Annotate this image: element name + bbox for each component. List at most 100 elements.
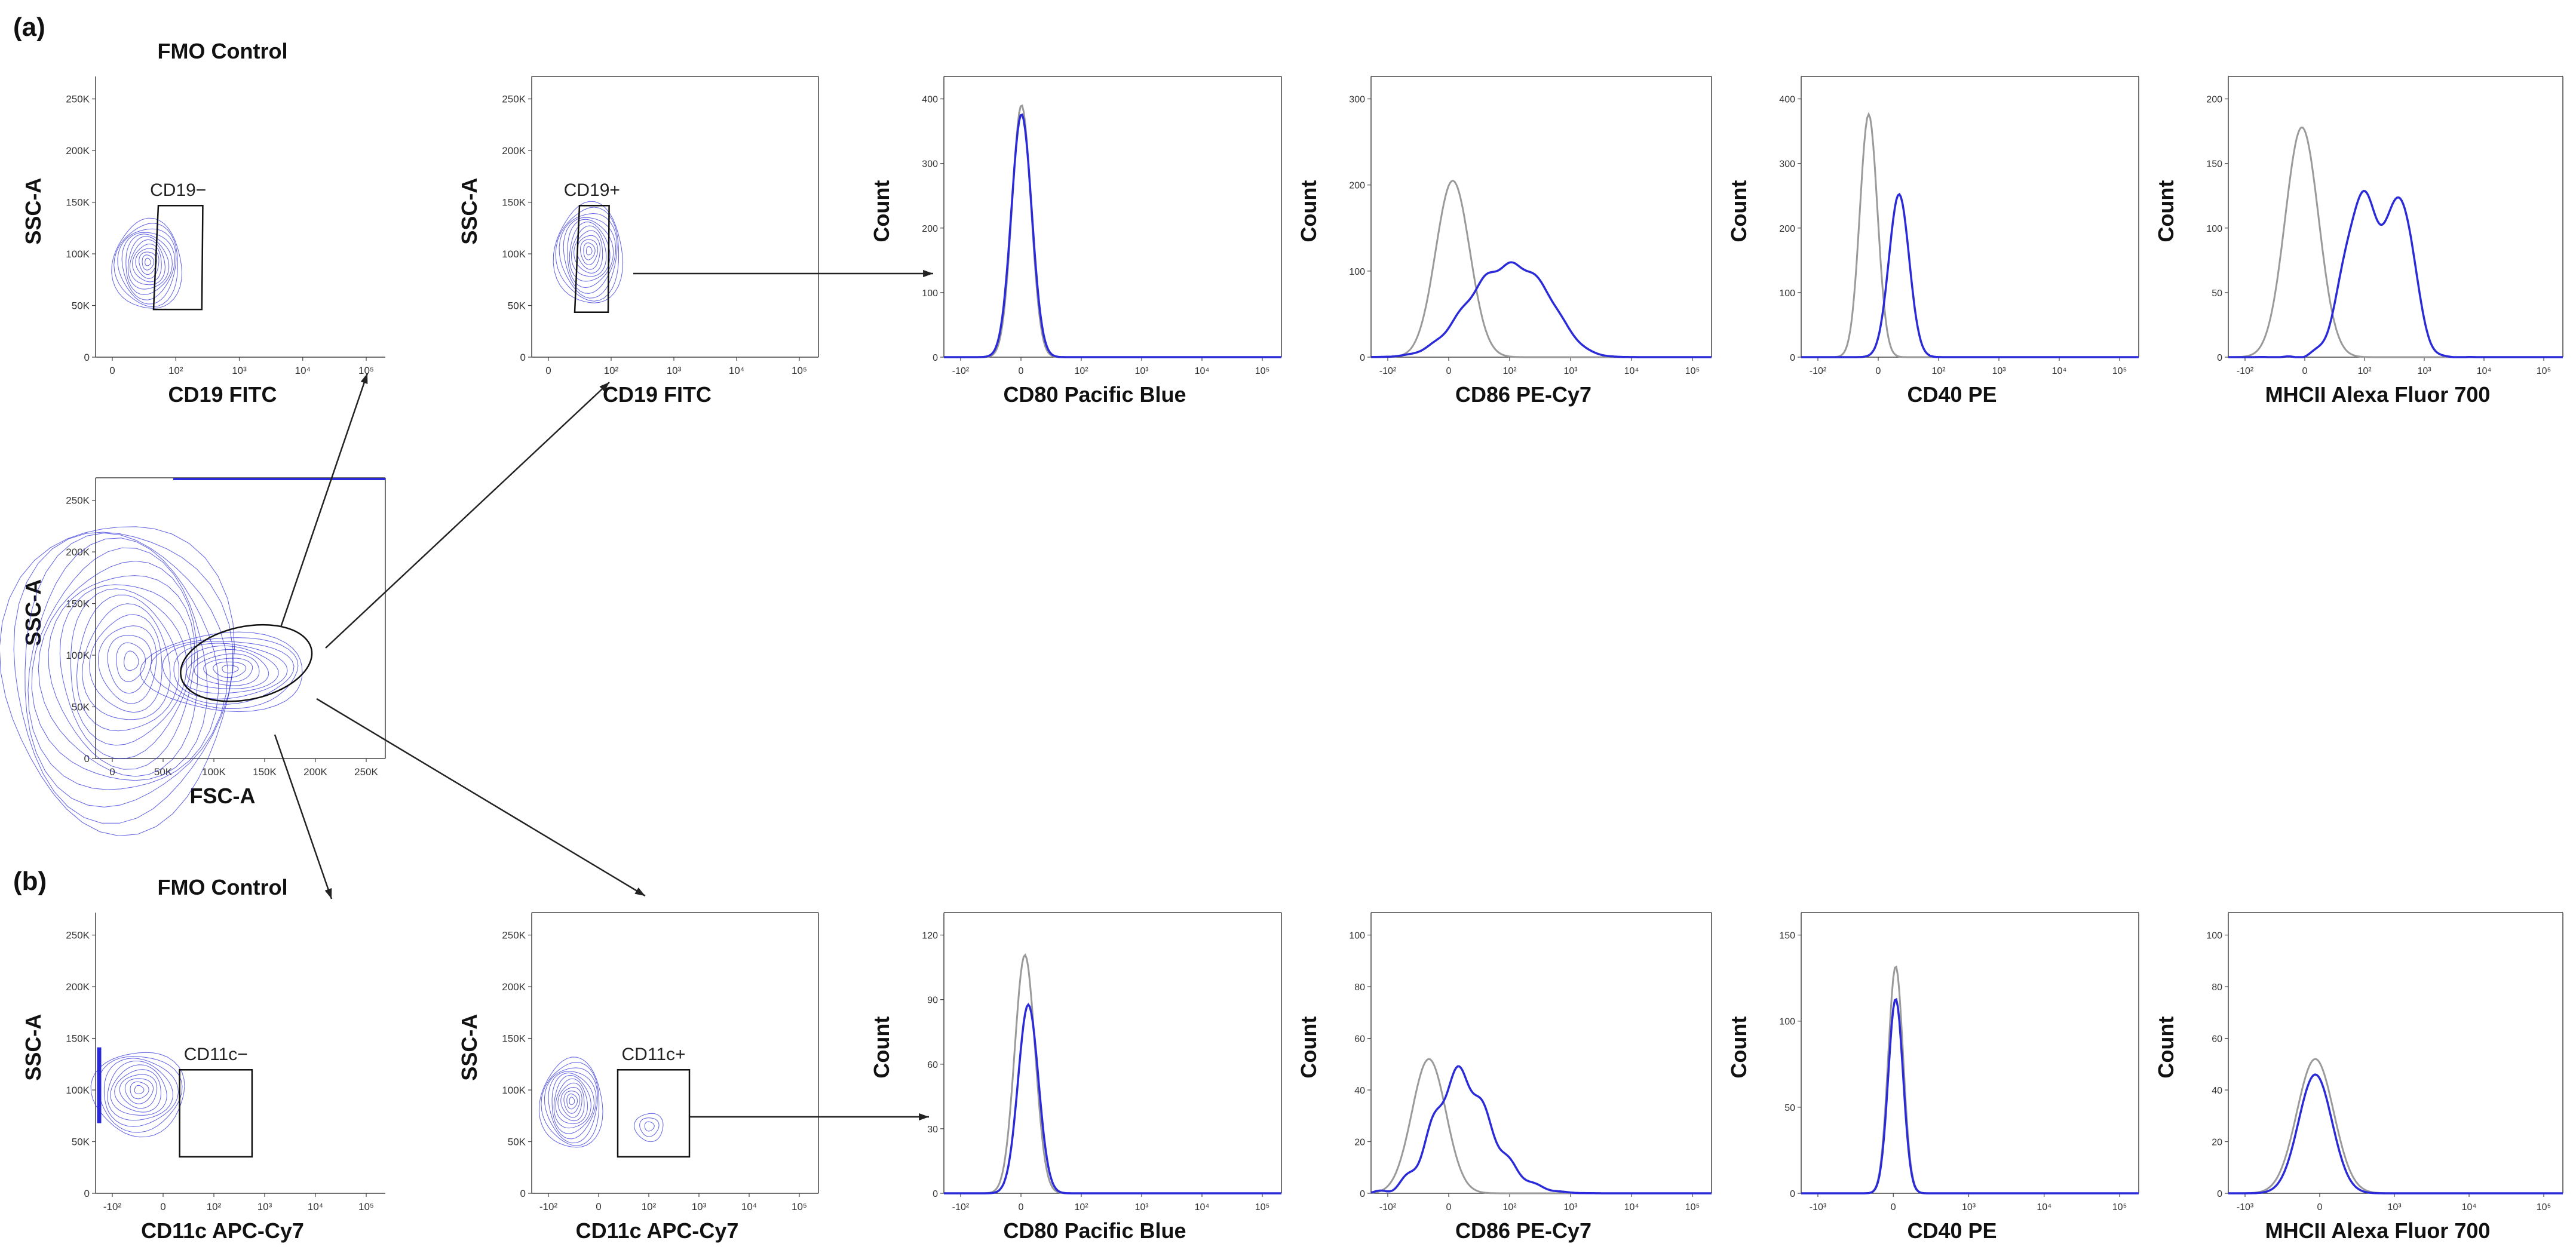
b-cd80-ytick-label: 60	[927, 1060, 938, 1070]
b-fmo-contour-line	[107, 1061, 173, 1121]
fsc-ssc-contour-line	[213, 661, 247, 678]
b-cd80-xtick-label: 10²	[1074, 1202, 1088, 1212]
arrow-gate-to-b-cd11c	[316, 698, 646, 897]
a-mhcii-ytick-label: 200	[2206, 95, 2222, 105]
b-cd11c-xtick-label: 0	[596, 1201, 601, 1212]
arrow-cd19-to-histograms	[633, 269, 933, 278]
b-cd40-xtick-label: -10³	[1810, 1202, 1827, 1212]
b-mhcii-ytick-label: 40	[2212, 1086, 2222, 1096]
a-fmo-contour-line	[139, 251, 157, 275]
a-cd86-x-label: CD86 PE-Cy7	[1455, 382, 1591, 407]
a-cd40-ytick-label: 400	[1779, 95, 1795, 105]
a-cd40-ytick-label: 100	[1779, 288, 1795, 299]
b-mhcii-y-label: Count	[2154, 1017, 2178, 1079]
a-cd19-contour-line	[579, 239, 599, 266]
a-cd80-xtick-label: 10²	[1074, 366, 1088, 376]
b-cd11c-xtick-label: 10³	[692, 1201, 707, 1212]
b-fmo-ytick-label: 50K	[72, 1137, 90, 1148]
b-cd11c-contour-line	[551, 1072, 595, 1134]
b-cd80-ytick-label: 0	[933, 1189, 938, 1199]
a-cd19-ytick-label: 100K	[502, 248, 526, 260]
b-cd40-ytick-label: 150	[1779, 931, 1795, 941]
a-cd19-xtick-label: 0	[545, 365, 551, 376]
a-mhcii-control-trace	[2228, 126, 2563, 358]
b-cd11c-contour-line	[538, 1057, 603, 1148]
a-cd80-y-label: Count	[869, 180, 894, 242]
a-mhcii-sample-trace	[2228, 189, 2563, 358]
a-cd19-ytick-label: 200K	[502, 145, 526, 156]
b-cd80-xtick-label: 10⁴	[1195, 1202, 1210, 1212]
b-fmo-y-label: SSC-A	[21, 1014, 45, 1081]
fsc-ssc-contour-line	[180, 646, 279, 694]
a-cd19-ytick-label: 0	[520, 352, 526, 363]
b-cd86-ytick-label: 100	[1349, 931, 1365, 941]
fsc-ssc-contour-line	[139, 631, 303, 713]
a-cd40-xtick-label: 0	[1876, 366, 1881, 376]
a-fmo-xtick-label: 10³	[232, 365, 247, 376]
a-cd40-ytick-label: 200	[1779, 224, 1795, 234]
b-cd40-sample-trace	[1801, 997, 2139, 1194]
b-cd80-sample-trace	[944, 1002, 1281, 1194]
b-cd86-ytick-label: 20	[1354, 1138, 1365, 1148]
b-mhcii-xtick-label: 10⁴	[2462, 1202, 2477, 1212]
fsc-ssc-xtick-label: 200K	[303, 766, 327, 778]
a-cd86-xtick-label: 10⁴	[1624, 366, 1639, 376]
b-cd40-ytick-label: 50	[1784, 1103, 1795, 1113]
fsc-ssc-contour-line	[116, 642, 146, 683]
a-cd40-histogram	[1801, 112, 2139, 358]
a-cd86-y-label: Count	[1296, 180, 1321, 242]
a-cd86-histogram	[1370, 179, 1712, 358]
b-mhcii-xtick-label: 10³	[2387, 1202, 2402, 1212]
b-cd86-y-label: Count	[1296, 1017, 1321, 1079]
b-cd86-ytick-label: 40	[1354, 1086, 1365, 1096]
fsc-ssc-ytick-label: 50K	[72, 702, 90, 713]
b-cd11c-contour-line	[566, 1093, 578, 1110]
b-cd40-histogram	[1801, 965, 2139, 1194]
b-fmo-xtick-label: 10⁵	[358, 1201, 374, 1212]
fsc-ssc-xtick-label: 250K	[354, 766, 378, 778]
arrow-gate-to-b-cd11c-shaft	[316, 698, 646, 897]
fsc-ssc-contour-line	[173, 643, 288, 699]
fsc-ssc-contour-line	[13, 532, 234, 824]
b-cd11c-contour-line	[555, 1078, 588, 1124]
a-cd19-contour-line	[583, 242, 596, 260]
a-fmo-xtick-label: 10⁴	[295, 365, 311, 376]
a-cd80-ytick-label: 300	[922, 159, 938, 170]
fsc-ssc-contour-line	[203, 658, 253, 683]
a-cd19-xtick-label: 10⁵	[792, 365, 807, 376]
a-cd19-contour-line	[569, 222, 611, 282]
b-cd40-control-trace	[1801, 965, 2139, 1194]
b-cd11c-contour-line	[553, 1075, 591, 1129]
b-cd40-xtick-label: 10⁵	[2112, 1202, 2127, 1212]
a-cd80-xtick-label: 0	[1019, 366, 1024, 376]
b-cd11c-contours: CD11c+	[538, 1045, 691, 1158]
a-mhcii-xtick-label: 10⁵	[2537, 366, 2551, 376]
b-cd11c-xtick-label: 10²	[642, 1201, 657, 1212]
a-cd80-xtick-label: 10⁵	[1255, 366, 1269, 376]
b-mhcii-histogram	[2228, 1058, 2563, 1194]
a-mhcii-axes: 0 50 100 150 200 -10² 0 10² 10³ 10⁴ 10⁵ MHCII Alexa…	[2154, 76, 2563, 407]
a-cd19-contour-line	[585, 246, 593, 256]
b-cd11c-gate-label: CD11c+	[622, 1045, 686, 1064]
a-cd40-xtick-label: 10²	[1931, 366, 1946, 376]
b-fmo-axes: 0 50K 100K 150K 200K 250K -10² 0 10² 10³ 10⁴ 10⁵ CD1…	[21, 875, 385, 1243]
b-mhcii-xtick-label: 0	[2317, 1202, 2323, 1212]
b-cd11c-contour-line	[557, 1082, 585, 1122]
fsc-ssc-contour-line	[70, 588, 188, 746]
b-cd80-ytick-label: 120	[922, 931, 938, 941]
a-cd19-ytick-label: 50K	[508, 300, 526, 312]
b-cd11c-contour-line	[644, 1121, 655, 1132]
a-fmo-y-label: SSC-A	[21, 178, 45, 245]
b-mhcii-ytick-label: 20	[2212, 1138, 2222, 1148]
b-cd80-xtick-label: 0	[1019, 1202, 1024, 1212]
gating-arrows	[274, 269, 933, 1121]
b-fmo-ytick-label: 100K	[66, 1085, 90, 1096]
b-fmo-xtick-label: 10⁴	[308, 1201, 323, 1212]
b-cd86-xtick-label: 10⁵	[1685, 1202, 1700, 1212]
a-fmo-xtick-label: 10²	[168, 365, 183, 376]
b-cd80-xtick-label: -10²	[952, 1202, 970, 1212]
fsc-ssc-contour-line	[124, 650, 139, 671]
b-cd86-ytick-label: 80	[1354, 982, 1365, 993]
